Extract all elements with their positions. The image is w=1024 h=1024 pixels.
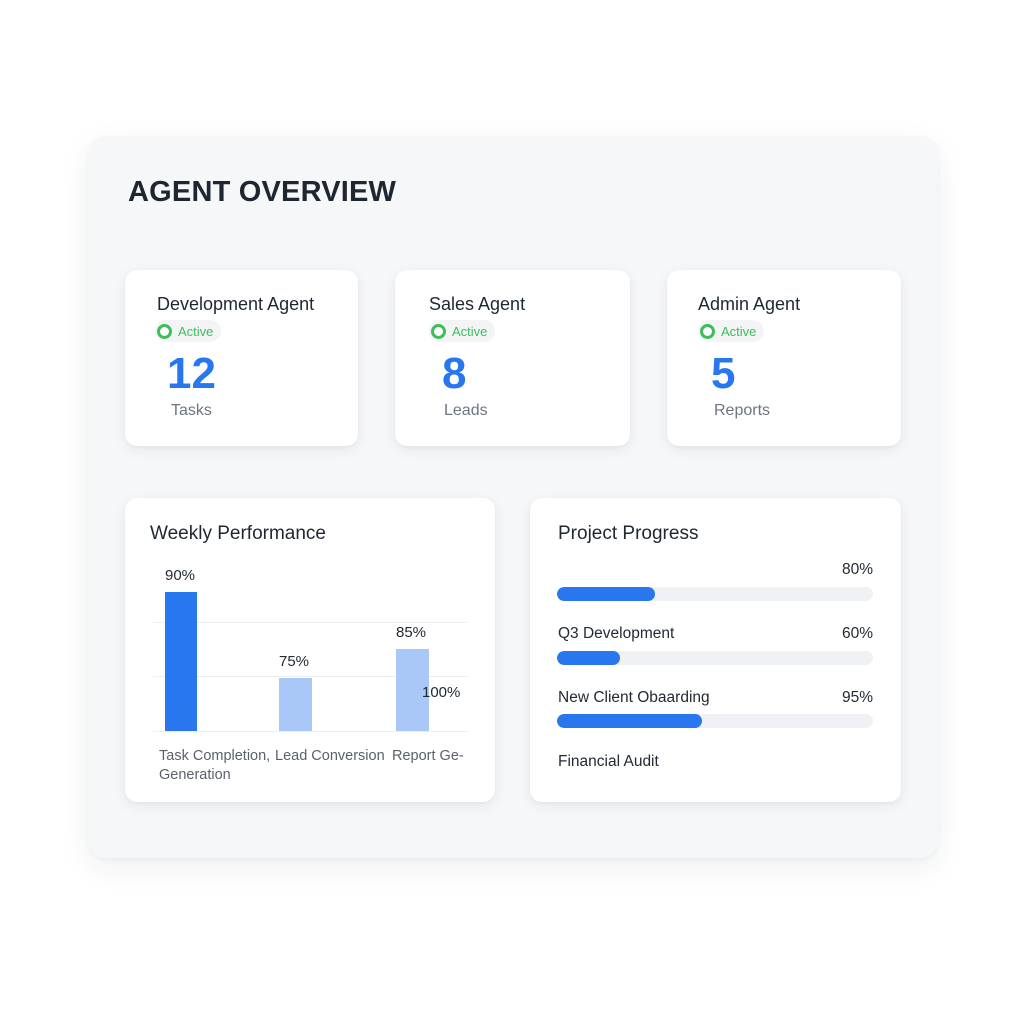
agent-name: Admin Agent: [698, 294, 801, 314]
metric-value: 5: [711, 349, 736, 398]
status-badge: Active: [155, 320, 222, 342]
agent-card-sales[interactable]: Sales Agent Active 8 Leads: [395, 270, 630, 446]
progress-percent: 60%: [841, 625, 873, 642]
status-badge: Active: [698, 320, 765, 342]
chart-baseline: [153, 731, 467, 732]
agent-card-admin[interactable]: Admin Agent Active 5 Reports: [667, 270, 901, 446]
progress-bar: [557, 587, 873, 601]
agent-card-development[interactable]: Development Agent Active 12 Tasks: [125, 270, 358, 446]
status-text: Active: [452, 323, 488, 339]
bar-value-label: 90%: [165, 567, 196, 584]
chart-bar[interactable]: [279, 678, 312, 731]
metric-label: Reports: [714, 402, 771, 419]
agent-name: Sales Agent: [429, 294, 526, 314]
progress-percent: 80%: [841, 561, 873, 578]
progress-label: New Client Obaarding: [558, 689, 710, 706]
weekly-performance-card: Weekly Performance 90% 75% 85% 100% Task…: [125, 498, 495, 802]
chart-bar[interactable]: [396, 649, 429, 731]
progress-label: Q3 Development: [558, 625, 675, 642]
status-active-icon: [700, 323, 715, 339]
chart-gridline: [153, 676, 467, 677]
agent-name: Development Agent: [157, 294, 315, 314]
status-active-icon: [157, 323, 172, 339]
page-title: AGENT OVERVIEW: [128, 176, 397, 208]
x-axis-label: Generation: [159, 767, 231, 783]
metric-label: Leads: [444, 402, 488, 419]
progress-fill: [557, 587, 655, 601]
status-text: Active: [178, 323, 214, 339]
x-axis-label: Lead Conversion: [275, 748, 385, 764]
metric-value: 8: [442, 349, 467, 398]
metric-value: 12: [167, 349, 216, 398]
progress-label: Financial Audit: [558, 753, 659, 770]
status-badge: Active: [429, 320, 496, 342]
section-title: Weekly Performance: [150, 523, 326, 544]
progress-bar: [557, 714, 873, 728]
bar-value-label: 85%: [396, 624, 427, 641]
progress-fill: [557, 714, 703, 728]
section-title: Project Progress: [558, 523, 699, 544]
chart-gridline: [153, 622, 467, 623]
project-progress-card: Project Progress 80% Q3 Development 60% …: [530, 498, 901, 802]
status-active-icon: [431, 323, 446, 339]
chart-bar[interactable]: [165, 592, 197, 731]
x-axis-label: Task Completion,: [159, 748, 271, 764]
metric-label: Tasks: [171, 402, 212, 419]
chart-annotation: 100%: [422, 684, 461, 701]
progress-bar: [557, 651, 873, 665]
bar-value-label: 75%: [279, 653, 310, 670]
x-axis-label: Report Ge-: [392, 748, 464, 764]
progress-fill: [557, 651, 621, 665]
progress-percent: 95%: [841, 689, 873, 706]
status-text: Active: [721, 323, 757, 339]
